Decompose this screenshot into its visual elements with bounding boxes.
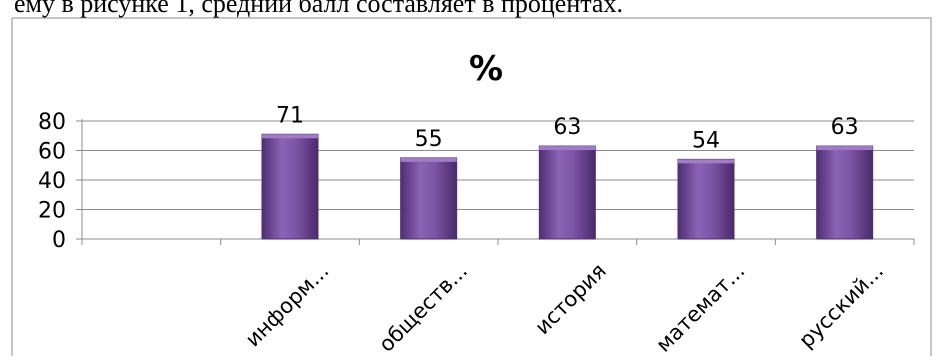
bar-top [539, 146, 596, 151]
chart-title: % [469, 49, 503, 89]
bar-top [816, 146, 873, 151]
bar [677, 158, 735, 240]
grid-lines [82, 120, 914, 210]
y-tick-labels: 0 20 40 60 80 [38, 110, 66, 253]
bar [400, 157, 458, 240]
data-label: 63 [553, 115, 581, 140]
y-tick-label: 80 [38, 110, 66, 135]
data-label: 71 [276, 103, 304, 128]
axes [76, 119, 915, 245]
bar [816, 145, 874, 240]
data-label: 63 [831, 115, 859, 140]
bar-top [262, 134, 318, 139]
bar [538, 145, 596, 240]
chart-frame [11, 17, 932, 359]
data-label: 54 [692, 128, 720, 153]
bar-top [678, 159, 734, 164]
y-tick-label: 0 [52, 228, 66, 253]
bar [261, 133, 319, 240]
header-text: ему в рисунке 1, средний балл составляет… [14, 0, 623, 18]
data-labels: 71 55 63 54 63 [276, 103, 859, 153]
bar-top [400, 157, 457, 162]
data-label: 55 [415, 127, 443, 152]
y-tick-label: 20 [38, 199, 66, 224]
y-tick-label: 60 [38, 140, 66, 165]
bars [261, 133, 874, 240]
y-tick-label: 40 [38, 169, 66, 194]
